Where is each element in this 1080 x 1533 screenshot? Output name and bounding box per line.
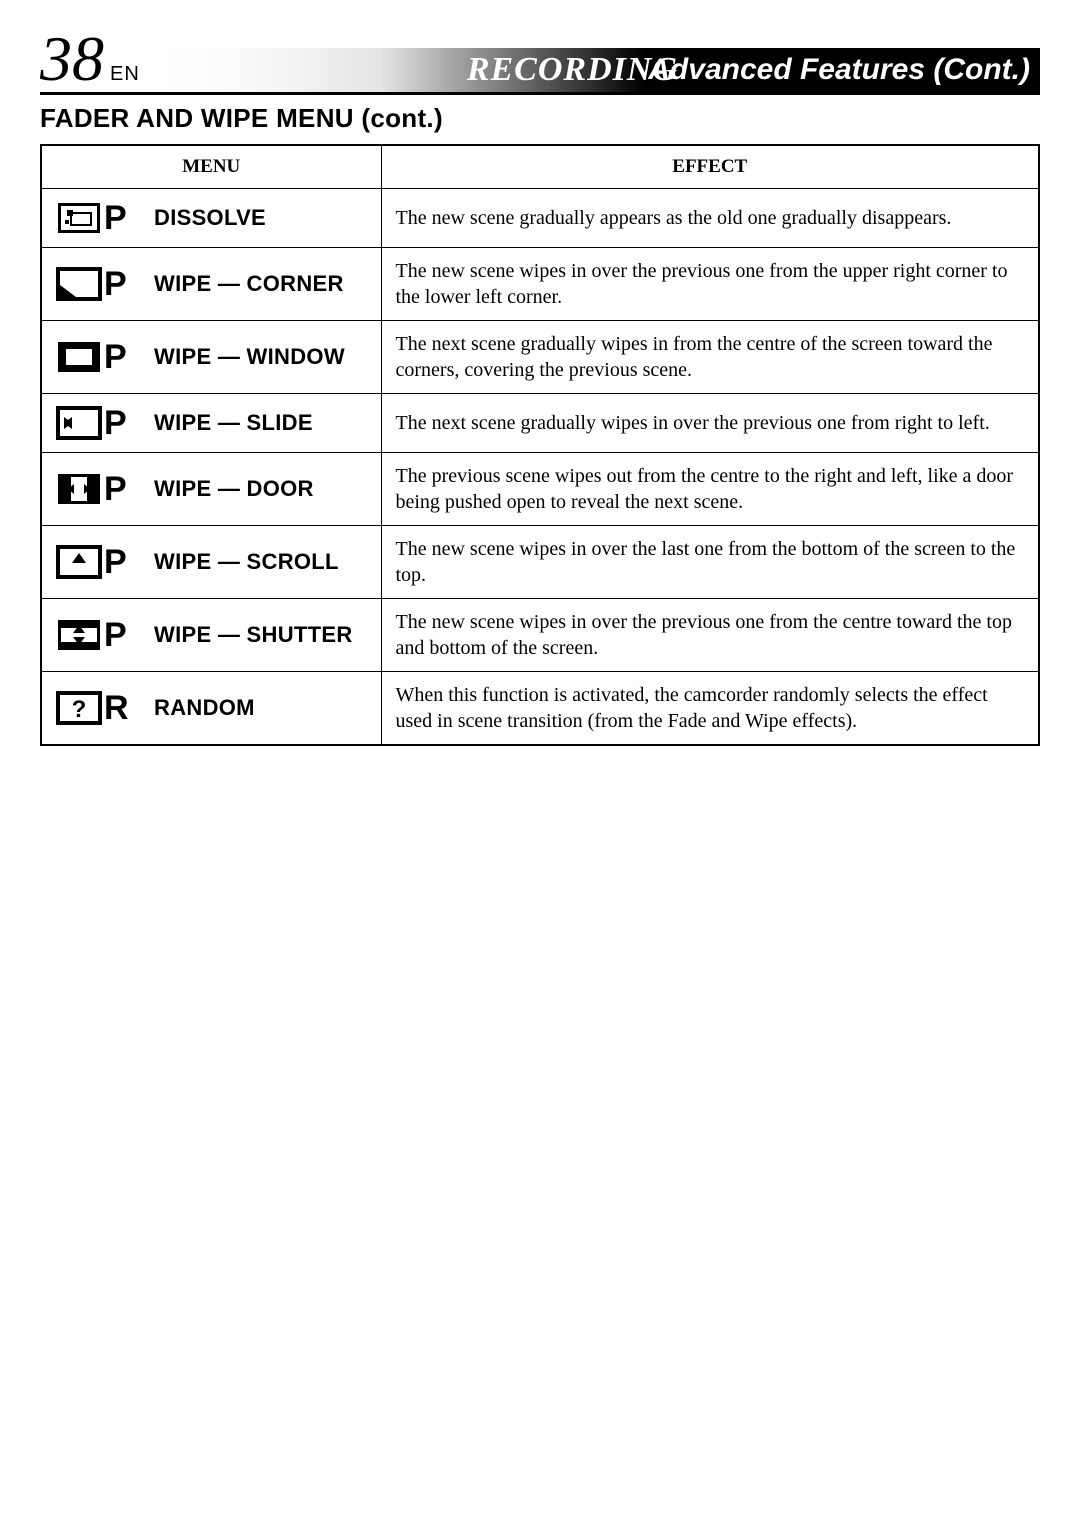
- page-number-block: 38 EN: [40, 30, 140, 92]
- effect-text: The new scene wipes in over the previous…: [381, 599, 1039, 672]
- wipe-scroll-icon: [56, 543, 102, 581]
- icon-letter: P: [104, 406, 127, 440]
- section-title: FADER AND WIPE MENU (cont.): [40, 103, 1040, 134]
- effect-text: The next scene gradually wipes in over t…: [381, 394, 1039, 453]
- menu-label: WIPE — SLIDE: [154, 410, 313, 436]
- menu-label: WIPE — CORNER: [154, 271, 344, 297]
- effect-text: The new scene wipes in over the last one…: [381, 526, 1039, 599]
- effect-text: The next scene gradually wipes in from t…: [381, 321, 1039, 394]
- table-row: P WIPE — SCROLL The new scene wipes in o…: [41, 526, 1039, 599]
- menu-label: WIPE — WINDOW: [154, 344, 345, 370]
- wipe-slide-icon: [56, 404, 102, 442]
- menu-label: DISSOLVE: [154, 205, 266, 231]
- table-row: P WIPE — WINDOW The next scene gradually…: [41, 321, 1039, 394]
- page-lang-code: EN: [110, 63, 140, 92]
- random-icon: ?: [56, 689, 102, 727]
- effect-text: The previous scene wipes out from the ce…: [381, 453, 1039, 526]
- title-main: RECORDING: [467, 48, 678, 92]
- table-row: P WIPE — CORNER The new scene wipes in o…: [41, 248, 1039, 321]
- icon-letter: R: [104, 691, 129, 725]
- wipe-door-icon: [56, 470, 102, 508]
- menu-label: WIPE — SCROLL: [154, 549, 339, 575]
- effect-text: The new scene gradually appears as the o…: [381, 189, 1039, 248]
- title-band: RECORDING Advanced Features (Cont.): [160, 48, 1040, 92]
- menu-label: WIPE — DOOR: [154, 476, 314, 502]
- icon-letter: P: [104, 545, 127, 579]
- effect-text: When this function is activated, the cam…: [381, 672, 1039, 746]
- table-row: P WIPE — DOOR The previous scene wipes o…: [41, 453, 1039, 526]
- icon-letter: P: [104, 201, 127, 235]
- page-number: 38: [40, 30, 104, 88]
- table-row: P WIPE — SLIDE The next scene gradually …: [41, 394, 1039, 453]
- table-row: P WIPE — SHUTTER The new scene wipes in …: [41, 599, 1039, 672]
- icon-letter: P: [104, 340, 127, 374]
- page-header: 38 EN RECORDING Advanced Features (Cont.…: [40, 30, 1040, 95]
- wipe-window-icon: [56, 338, 102, 376]
- table-row: ? R RANDOM When this function is activat…: [41, 672, 1039, 746]
- icon-letter: P: [104, 267, 127, 301]
- dissolve-icon: [56, 199, 102, 237]
- menu-label: WIPE — SHUTTER: [154, 622, 353, 648]
- col-header-effect: EFFECT: [381, 145, 1039, 189]
- svg-text:?: ?: [72, 696, 87, 723]
- col-header-menu: MENU: [41, 145, 381, 189]
- wipe-corner-icon: [56, 265, 102, 303]
- wipe-shutter-icon: [56, 616, 102, 654]
- title-sub: Advanced Features (Cont.): [648, 48, 1030, 92]
- effect-text: The new scene wipes in over the previous…: [381, 248, 1039, 321]
- icon-letter: P: [104, 618, 127, 652]
- menu-label: RANDOM: [154, 695, 255, 721]
- icon-letter: P: [104, 472, 127, 506]
- fader-wipe-table: MENU EFFECT: [40, 144, 1040, 746]
- table-row: P DISSOLVE The new scene gradually appea…: [41, 189, 1039, 248]
